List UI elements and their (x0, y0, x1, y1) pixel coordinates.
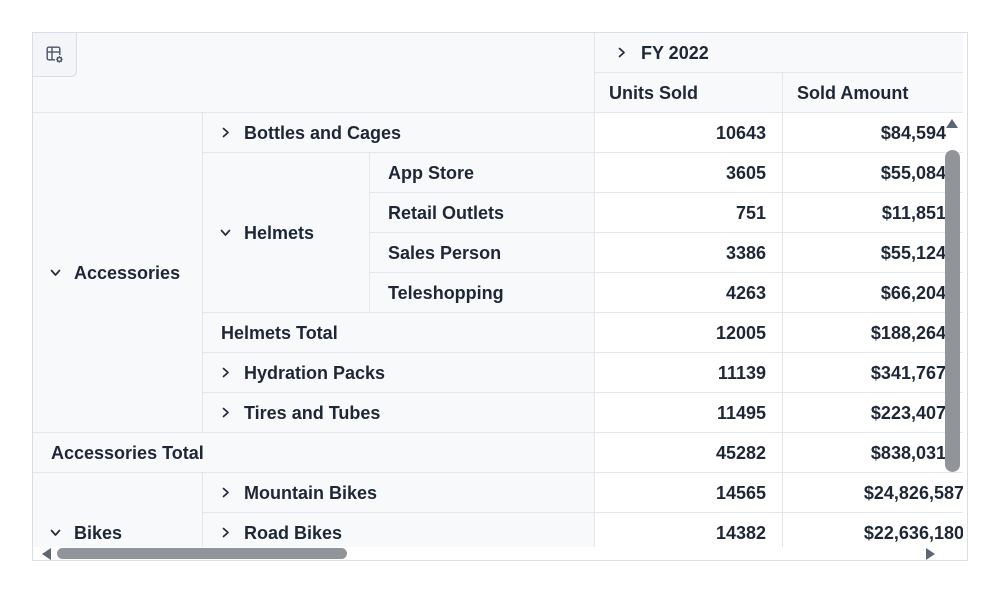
sold-amount-cell[interactable]: $11,851 (783, 193, 963, 233)
row-header-mountain-bikes[interactable]: Mountain Bikes (203, 473, 595, 513)
chevron-down-icon[interactable] (49, 266, 62, 279)
cell-value: $84,594 (880, 122, 946, 143)
cell-value: 11495 (716, 402, 766, 423)
chevron-down-icon[interactable] (219, 226, 232, 239)
units-sold-cell[interactable]: 11495 (595, 393, 783, 433)
cell-value: $66,204 (880, 282, 946, 303)
pivot-table-icon (45, 45, 65, 65)
row-group-bikes[interactable]: Bikes (33, 473, 203, 547)
units-sold-cell[interactable]: 4263 (595, 273, 783, 313)
cell-value: 45282 (715, 442, 766, 463)
column-group-header-fy-2022[interactable]: FY 2022 (595, 33, 963, 73)
cell-value: $55,084 (880, 162, 946, 183)
cell-value: $341,767 (870, 362, 946, 383)
column-header-label: Units Sold (609, 82, 698, 103)
cell-value: $55,124 (880, 242, 946, 263)
units-sold-cell[interactable]: 14382 (595, 513, 783, 547)
sold-amount-cell[interactable]: $223,407 (783, 393, 963, 433)
row-header-tires-and-tubes[interactable]: Tires and Tubes (203, 393, 595, 433)
cell-value: $22,636,180 (863, 522, 963, 543)
scroll-left-arrow[interactable] (42, 548, 51, 560)
chevron-right-icon[interactable] (615, 46, 628, 59)
horizontal-scrollbar-thumb[interactable] (57, 548, 347, 559)
cell-value: 3605 (725, 162, 766, 183)
scroll-right-arrow[interactable] (926, 548, 935, 560)
cell-value: 751 (735, 202, 766, 223)
cell-value: $11,851 (881, 202, 946, 223)
sold-amount-cell[interactable]: $55,084 (783, 153, 963, 193)
scroll-up-arrow[interactable] (946, 119, 958, 128)
row-header-app-store[interactable]: App Store (370, 153, 595, 193)
row-label: Accessories Total (51, 442, 204, 463)
units-sold-cell[interactable]: 14565 (595, 473, 783, 513)
row-header-sales-person[interactable]: Sales Person (370, 233, 595, 273)
sold-amount-cell[interactable]: $341,767 (783, 353, 963, 393)
units-sold-cell[interactable]: 751 (595, 193, 783, 233)
row-label: Tires and Tubes (244, 402, 381, 423)
units-sold-cell[interactable]: 11139 (595, 353, 783, 393)
row-label: Teleshopping (388, 282, 504, 303)
row-total-accessories[interactable]: Accessories Total (33, 433, 595, 473)
units-sold-cell[interactable]: 10643 (595, 113, 783, 153)
vertical-scrollbar-thumb[interactable] (945, 150, 960, 472)
row-label: Mountain Bikes (244, 482, 378, 503)
chevron-right-icon[interactable] (219, 406, 232, 419)
cell-value: 14382 (715, 522, 766, 543)
row-group-helmets[interactable]: Helmets (203, 153, 370, 313)
corner-cell (33, 33, 595, 113)
pivot-settings-button[interactable] (33, 33, 77, 77)
column-group-label: FY 2022 (641, 42, 709, 63)
units-sold-cell[interactable]: 45282 (595, 433, 783, 473)
column-header-label: Sold Amount (797, 82, 909, 103)
cell-value: 10643 (715, 122, 766, 143)
sold-amount-cell[interactable]: $838,031 (783, 433, 963, 473)
row-label: App Store (388, 162, 475, 183)
sold-amount-cell[interactable]: $22,636,180 (783, 513, 963, 547)
row-label: Bottles and Cages (244, 122, 402, 143)
row-label: Road Bikes (244, 522, 343, 543)
column-header-units-sold[interactable]: Units Sold (595, 73, 783, 113)
chevron-right-icon[interactable] (219, 126, 232, 139)
cell-value: 11139 (717, 362, 766, 383)
chevron-right-icon[interactable] (219, 366, 232, 379)
sold-amount-cell[interactable]: $24,826,587 (783, 473, 963, 513)
row-header-road-bikes[interactable]: Road Bikes (203, 513, 595, 547)
cell-value: $838,031 (870, 442, 946, 463)
cell-value: $24,826,587 (863, 482, 963, 503)
sold-amount-cell[interactable]: $66,204 (783, 273, 963, 313)
cell-value: $188,264 (870, 322, 946, 343)
row-header-retail-outlets[interactable]: Retail Outlets (370, 193, 595, 233)
row-group-label: Accessories (74, 262, 181, 283)
cell-value: 3386 (725, 242, 766, 263)
cell-value: 14565 (715, 482, 766, 503)
units-sold-cell[interactable]: 12005 (595, 313, 783, 353)
horizontal-scrollbar[interactable] (33, 547, 967, 560)
row-header-bottles-and-cages[interactable]: Bottles and Cages (203, 113, 595, 153)
row-label: Sales Person (388, 242, 502, 263)
row-header-hydration-packs[interactable]: Hydration Packs (203, 353, 595, 393)
sold-amount-cell[interactable]: $188,264 (783, 313, 963, 353)
row-group-label: Bikes (74, 522, 123, 543)
row-group-accessories[interactable]: Accessories (33, 113, 203, 433)
row-label: Hydration Packs (244, 362, 386, 383)
row-group-label: Helmets (244, 222, 315, 243)
chevron-right-icon[interactable] (219, 526, 232, 539)
column-header-sold-amount[interactable]: Sold Amount (783, 73, 963, 113)
cell-value: 12005 (715, 322, 766, 343)
cell-value: 4263 (725, 282, 766, 303)
row-label: Retail Outlets (388, 202, 505, 223)
chevron-right-icon[interactable] (219, 486, 232, 499)
pivot-table-viewport: FY 2022 Units Sold Sold Amount Accessori… (33, 33, 963, 547)
sold-amount-cell[interactable]: $55,124 (783, 233, 963, 273)
cell-value: $223,407 (870, 402, 946, 423)
units-sold-cell[interactable]: 3386 (595, 233, 783, 273)
row-header-teleshopping[interactable]: Teleshopping (370, 273, 595, 313)
row-label: Helmets Total (221, 322, 338, 343)
pivot-table: FY 2022 Units Sold Sold Amount Accessori… (32, 32, 968, 561)
sold-amount-cell[interactable]: $84,594 (783, 113, 963, 153)
units-sold-cell[interactable]: 3605 (595, 153, 783, 193)
row-total-helmets[interactable]: Helmets Total (203, 313, 595, 353)
chevron-down-icon[interactable] (49, 526, 62, 539)
